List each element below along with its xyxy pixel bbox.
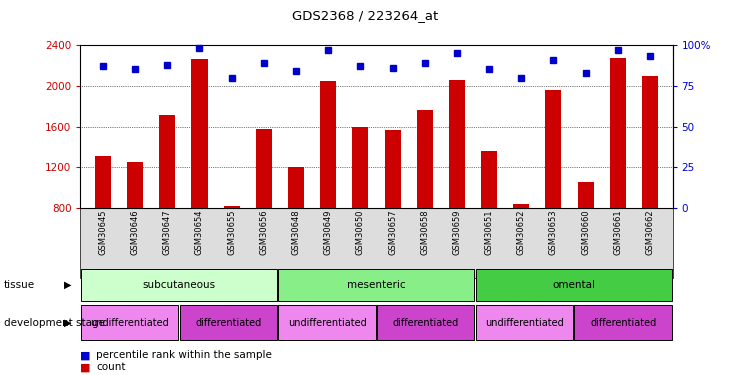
Text: percentile rank within the sample: percentile rank within the sample xyxy=(96,351,273,360)
Bar xyxy=(481,151,497,208)
Text: development stage: development stage xyxy=(4,318,105,327)
FancyBboxPatch shape xyxy=(476,305,573,340)
Text: subcutaneous: subcutaneous xyxy=(143,280,216,290)
Bar xyxy=(320,81,336,208)
Text: undifferentiated: undifferentiated xyxy=(485,318,564,327)
FancyBboxPatch shape xyxy=(575,305,672,340)
Bar xyxy=(417,110,433,208)
Bar xyxy=(288,167,304,208)
Text: differentiated: differentiated xyxy=(393,318,459,327)
Bar xyxy=(385,130,401,208)
Text: tissue: tissue xyxy=(4,280,35,290)
FancyBboxPatch shape xyxy=(279,305,376,340)
Text: omental: omental xyxy=(553,280,595,290)
Text: ▶: ▶ xyxy=(64,318,71,327)
Text: mesenteric: mesenteric xyxy=(347,280,406,290)
Bar xyxy=(224,206,240,208)
Text: differentiated: differentiated xyxy=(590,318,656,327)
FancyBboxPatch shape xyxy=(81,305,178,340)
FancyBboxPatch shape xyxy=(377,305,474,340)
Bar xyxy=(513,204,529,208)
Text: GDS2368 / 223264_at: GDS2368 / 223264_at xyxy=(292,9,439,22)
FancyBboxPatch shape xyxy=(81,269,277,301)
Bar xyxy=(127,162,143,208)
Bar xyxy=(577,182,594,208)
Text: undifferentiated: undifferentiated xyxy=(288,318,366,327)
Text: undifferentiated: undifferentiated xyxy=(91,318,169,327)
Bar xyxy=(642,76,658,208)
Text: differentiated: differentiated xyxy=(195,318,262,327)
FancyBboxPatch shape xyxy=(476,269,672,301)
FancyBboxPatch shape xyxy=(279,269,474,301)
Bar xyxy=(610,58,626,208)
Text: ▶: ▶ xyxy=(64,280,71,290)
FancyBboxPatch shape xyxy=(180,305,277,340)
Text: ■: ■ xyxy=(80,363,91,372)
Bar xyxy=(95,156,111,208)
Bar xyxy=(256,129,272,208)
Bar xyxy=(449,80,465,208)
Text: ■: ■ xyxy=(80,351,91,360)
Bar xyxy=(192,59,208,208)
Bar xyxy=(159,116,175,208)
Bar xyxy=(545,90,561,208)
Bar xyxy=(352,127,368,208)
Text: count: count xyxy=(96,363,126,372)
